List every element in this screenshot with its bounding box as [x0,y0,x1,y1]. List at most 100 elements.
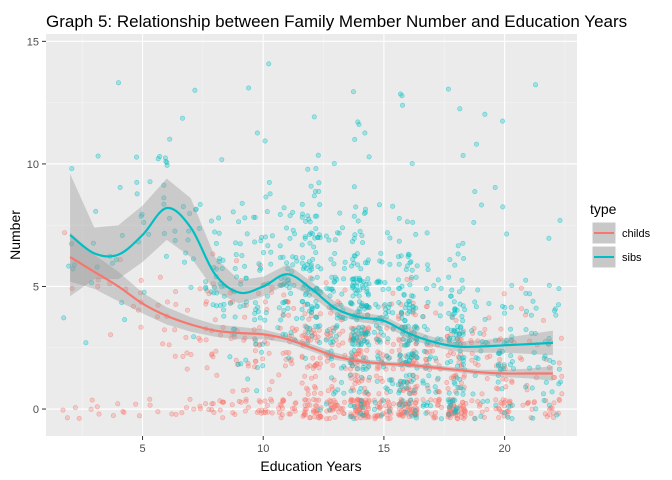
point-sibs [309,276,315,282]
point-sibs [281,281,287,287]
point-childs [220,324,226,330]
point-childs [342,287,348,293]
point-childs [253,358,259,364]
point-sibs [527,291,533,297]
point-sibs [351,337,357,343]
point-childs [550,410,556,416]
legend-title: type [590,201,617,217]
point-childs [312,373,318,379]
point-childs [173,289,179,295]
point-sibs [458,324,464,330]
point-sibs [472,189,478,195]
point-sibs [188,284,194,290]
point-childs [559,373,565,379]
point-childs [317,355,323,361]
point-sibs [167,215,173,221]
point-childs [444,379,450,385]
point-childs [481,331,487,337]
point-sibs [349,301,355,307]
point-sibs [478,348,484,354]
point-sibs [503,338,509,344]
point-sibs [448,358,454,364]
point-sibs [70,266,76,272]
point-sibs [290,262,296,268]
point-sibs [164,162,170,168]
point-childs [452,373,458,379]
point-sibs [304,262,310,268]
point-sibs [527,365,533,371]
point-sibs [410,293,416,299]
point-childs [423,356,429,362]
point-childs [497,336,503,342]
point-sibs [399,93,405,99]
point-sibs [317,340,323,346]
point-sibs [425,267,431,273]
point-sibs [349,282,355,288]
point-childs [556,397,562,403]
point-sibs [294,316,300,322]
point-sibs [358,411,364,417]
point-sibs [351,416,357,422]
point-sibs [308,230,314,236]
point-sibs [414,354,420,360]
point-sibs [66,263,72,269]
point-sibs [405,341,411,347]
point-sibs [243,357,249,363]
point-sibs [352,137,358,143]
point-sibs [460,285,466,291]
point-childs [302,311,308,317]
point-childs [439,404,445,410]
point-childs [304,335,310,341]
point-sibs [509,282,515,288]
point-childs [499,401,505,407]
point-sibs [323,337,329,343]
point-childs [497,357,503,363]
point-sibs [473,304,479,310]
point-sibs [396,216,402,222]
point-childs [278,415,284,421]
point-childs [457,403,463,409]
point-sibs [299,242,305,248]
point-childs [324,408,330,414]
point-sibs [255,304,261,310]
point-sibs [387,301,393,307]
point-sibs [406,305,412,311]
point-sibs [502,310,508,316]
point-sibs [244,299,250,305]
point-sibs [495,350,501,356]
point-sibs [355,309,361,315]
point-sibs [83,340,89,346]
point-sibs [262,317,268,323]
point-sibs [353,275,359,281]
point-childs [183,334,189,340]
point-sibs [257,315,263,321]
point-sibs [90,240,96,246]
x-axis-title: Education Years [260,458,361,474]
point-sibs [482,111,488,117]
point-childs [204,365,210,371]
point-childs [341,411,347,417]
point-childs [310,365,316,371]
point-sibs [213,241,219,247]
point-childs [517,355,523,361]
point-sibs [366,304,372,310]
point-sibs [332,237,338,243]
point-sibs [382,280,388,286]
point-sibs [69,166,75,172]
point-childs [115,401,121,407]
point-sibs [387,235,393,241]
point-sibs [239,200,245,206]
point-childs [552,374,558,380]
point-childs [458,411,464,417]
point-childs [242,314,248,320]
point-sibs [424,327,430,333]
point-sibs [300,285,306,291]
point-childs [384,390,390,396]
point-childs [316,397,322,403]
point-sibs [413,274,419,280]
point-childs [230,388,236,394]
point-sibs [425,299,431,305]
point-sibs [253,341,259,347]
point-sibs [315,152,321,158]
point-sibs [234,274,240,280]
